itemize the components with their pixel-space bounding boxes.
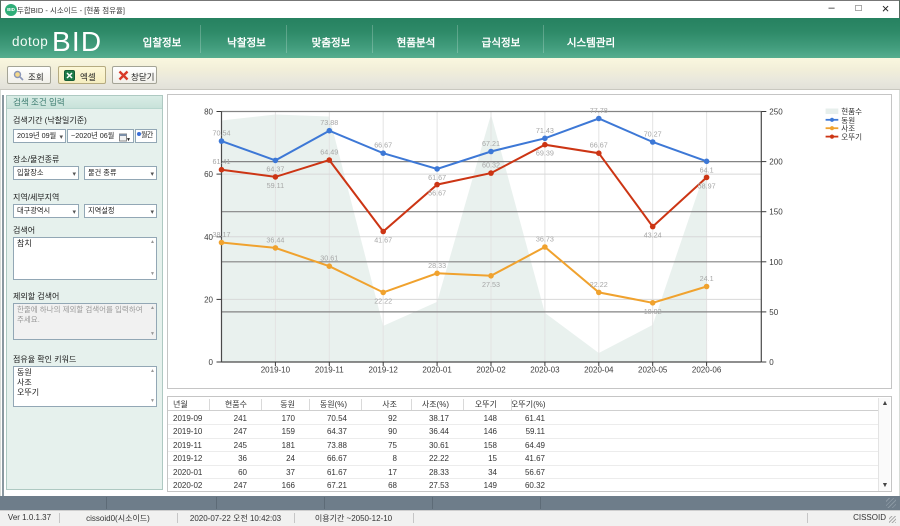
svg-text:2020-01: 2020-01	[422, 366, 452, 375]
svg-text:61.41: 61.41	[213, 157, 231, 166]
svg-text:24.1: 24.1	[700, 274, 714, 283]
svg-text:200: 200	[769, 158, 783, 167]
svg-text:70.54: 70.54	[213, 129, 231, 138]
svg-text:2020-02: 2020-02	[476, 366, 506, 375]
svg-text:59.11: 59.11	[267, 181, 284, 190]
svg-text:38.17: 38.17	[213, 230, 231, 239]
svg-text:80: 80	[204, 108, 213, 117]
svg-text:0: 0	[209, 358, 214, 367]
svg-text:2019-11: 2019-11	[315, 366, 344, 375]
svg-text:150: 150	[769, 208, 783, 217]
svg-text:30.61: 30.61	[320, 254, 338, 263]
svg-text:22.22: 22.22	[590, 280, 608, 289]
svg-text:사조: 사조	[841, 124, 855, 133]
svg-text:2019-12: 2019-12	[369, 366, 399, 375]
svg-text:56.67: 56.67	[428, 189, 446, 198]
svg-text:2020-03: 2020-03	[530, 366, 560, 375]
svg-text:2019-10: 2019-10	[261, 366, 291, 375]
svg-text:64.37: 64.37	[266, 164, 284, 173]
svg-text:71.43: 71.43	[536, 126, 554, 135]
svg-text:2020-04: 2020-04	[584, 366, 614, 375]
svg-text:64.49: 64.49	[320, 148, 338, 157]
svg-text:60.32: 60.32	[482, 161, 500, 170]
svg-text:현품수: 현품수	[841, 107, 862, 116]
svg-text:64.1: 64.1	[700, 165, 714, 174]
svg-text:20: 20	[204, 295, 213, 304]
svg-text:43.24: 43.24	[644, 231, 662, 240]
svg-text:50: 50	[769, 308, 778, 317]
svg-text:40: 40	[204, 233, 213, 242]
svg-text:동원: 동원	[841, 116, 855, 125]
svg-text:18.92: 18.92	[644, 307, 662, 316]
svg-text:28.33: 28.33	[428, 261, 446, 270]
svg-text:오뚜기: 오뚜기	[841, 133, 862, 142]
svg-text:67.21: 67.21	[482, 139, 500, 148]
svg-text:66.67: 66.67	[374, 141, 392, 150]
svg-text:60: 60	[204, 170, 213, 179]
svg-text:27.53: 27.53	[482, 280, 500, 289]
svg-text:66.67: 66.67	[590, 141, 608, 150]
svg-text:0: 0	[769, 358, 774, 367]
svg-text:36.73: 36.73	[536, 235, 554, 244]
svg-text:77.78: 77.78	[590, 106, 608, 115]
svg-text:2020-06: 2020-06	[692, 366, 722, 375]
svg-text:73.88: 73.88	[320, 118, 338, 127]
svg-text:41.67: 41.67	[374, 236, 392, 245]
svg-text:61.67: 61.67	[428, 173, 446, 182]
svg-text:100: 100	[769, 258, 783, 267]
svg-text:36.44: 36.44	[266, 235, 284, 244]
svg-text:70.27: 70.27	[644, 130, 662, 139]
svg-text:250: 250	[769, 108, 783, 117]
svg-text:22.22: 22.22	[374, 296, 392, 305]
svg-text:69.39: 69.39	[536, 149, 554, 158]
svg-text:58.97: 58.97	[698, 181, 716, 190]
svg-text:2020-05: 2020-05	[638, 366, 668, 375]
